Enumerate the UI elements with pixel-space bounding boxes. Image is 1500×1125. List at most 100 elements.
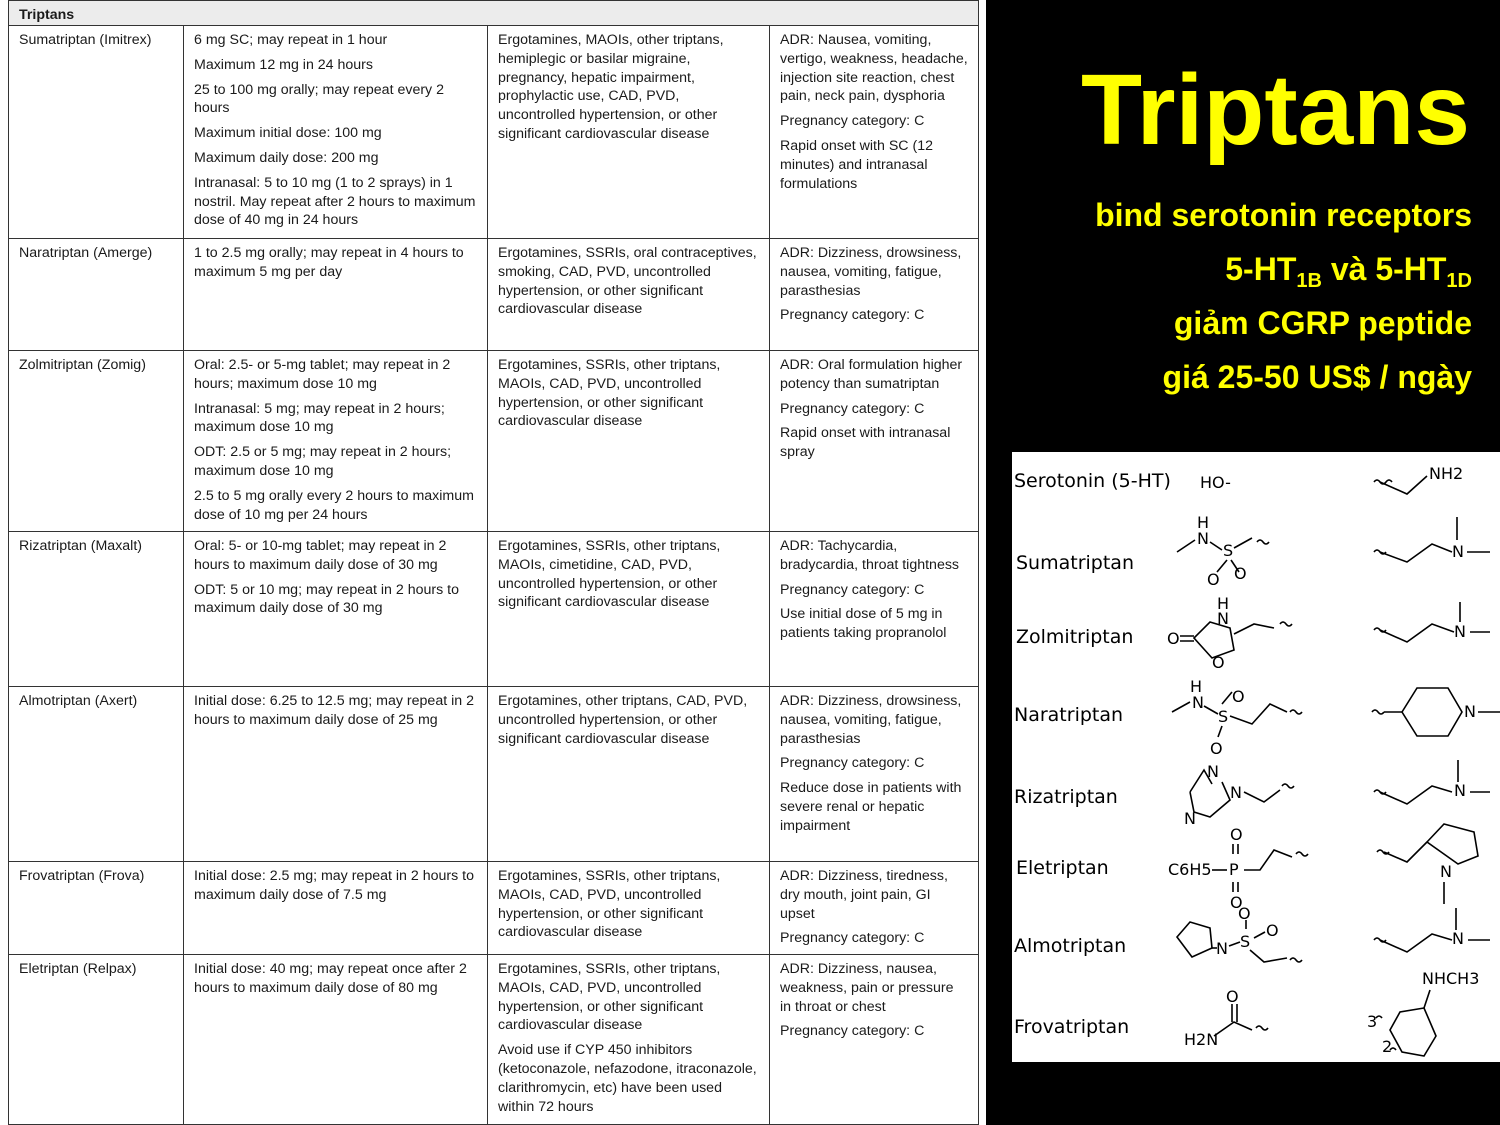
notes-item: Use initial dose of 5 mg in patients tak…: [780, 606, 947, 642]
contraindications-cell: Ergotamines, other triptans, CAD, PVD, u…: [487, 686, 770, 862]
svg-text:P: P: [1229, 860, 1239, 879]
svg-text:O: O: [1226, 987, 1239, 1006]
contraindications-cell: Ergotamines, MAOIs, other triptans, hemi…: [487, 25, 770, 239]
dosing-item: Oral: 5- or 10-mg tablet; may repeat in …: [194, 538, 447, 573]
rizatriptan-sidechain: N: [1373, 760, 1490, 805]
almotriptan-sidechain: N: [1373, 908, 1490, 953]
svg-text:N: N: [1440, 862, 1452, 881]
subtitle-line-1: bind serotonin receptors: [1095, 197, 1472, 233]
slide-subtitle: bind serotonin receptors 5-HT1B và 5-HT1…: [1095, 188, 1472, 404]
table-row: Almotriptan (Axert) Initial dose: 6.25 to…: [8, 686, 979, 862]
contraindications-cell: Ergotamines, SSRIs, other triptans, MAOI…: [487, 954, 770, 1125]
notes-item: ADR: Nausea, vomiting, vertigo, weakness…: [780, 32, 968, 105]
notes-item: ADR: Dizziness, drowsiness, nausea, vomi…: [780, 245, 962, 299]
drug-name-cell: Eletriptan (Relpax): [8, 954, 184, 1125]
notes-cell: ADR: Nausea, vomiting, vertigo, weakness…: [769, 25, 979, 239]
dosing-item: Maximum daily dose: 200 mg: [194, 149, 379, 166]
notes-item: Pregnancy category: C: [780, 400, 925, 417]
table-row: Naratriptan (Amerge) 1 to 2.5 mg orally; …: [8, 238, 979, 351]
svg-text:N: N: [1452, 929, 1464, 948]
drug-name-cell: Zolmitriptan (Zomig): [8, 350, 184, 532]
table-header: Triptans: [8, 0, 979, 26]
structure-name-zolmitriptan: Zolmitriptan: [1016, 626, 1134, 648]
svg-text:O: O: [1234, 564, 1247, 583]
eletriptan-phosphonyl: C6H5 P O O: [1168, 825, 1309, 912]
svg-text:O: O: [1232, 687, 1245, 706]
notes-item: Pregnancy category: C: [780, 581, 925, 598]
drug-name: Frovatriptan (Frova): [19, 868, 145, 884]
structure-name-frovatriptan: Frovatriptan: [1014, 1016, 1130, 1038]
naratriptan-sulfonamide: N H S O O: [1171, 677, 1303, 758]
svg-text:O: O: [1266, 921, 1279, 940]
receptor-b-sub: 1D: [1446, 270, 1472, 292]
contraindications-item: Ergotamines, SSRIs, oral contraceptives,…: [498, 245, 757, 318]
svg-text:O: O: [1167, 629, 1180, 648]
almotriptan-pyrrolidine-sulfonyl: N S O O: [1175, 904, 1303, 963]
notes-cell: ADR: Oral formulation higher potency tha…: [769, 350, 979, 532]
dosing-item: Initial dose: 40 mg; may repeat once aft…: [194, 961, 467, 996]
svg-text:N: N: [1454, 622, 1466, 641]
notes-item: Pregnancy category: C: [780, 755, 925, 772]
svg-text:S: S: [1240, 932, 1250, 951]
dosing-cell: Oral: 2.5- or 5-mg tablet; may repeat in…: [183, 350, 488, 532]
dosing-item: Initial dose: 6.25 to 12.5 mg; may repea…: [194, 693, 474, 728]
svg-text:N: N: [1207, 762, 1219, 781]
notes-cell: ADR: Dizziness, tiredness, dry mouth, jo…: [769, 861, 979, 955]
svg-text:H: H: [1217, 594, 1229, 613]
dosing-cell: Oral: 5- or 10-mg tablet; may repeat in …: [183, 531, 488, 687]
svg-text:N: N: [1464, 702, 1476, 721]
notes-item: Rapid onset with SC (12 minutes) and int…: [780, 137, 933, 192]
drug-name-cell: Rizatriptan (Maxalt): [8, 531, 184, 687]
frovatriptan-cyclohexyl: NHCH3 3 2: [1367, 969, 1479, 1057]
structure-name-naratriptan: Naratriptan: [1014, 704, 1124, 726]
dosing-cell: 1 to 2.5 mg orally; may repeat in 4 hour…: [183, 238, 488, 351]
eletriptan-pyrrolidine: N: [1376, 823, 1479, 904]
svg-text:N: N: [1184, 809, 1196, 828]
dosing-item: ODT: 5 or 10 mg; may repeat in 2 hours t…: [194, 581, 459, 617]
contraindications-cell: Ergotamines, SSRIs, other triptans, MAOI…: [487, 350, 770, 532]
sumatriptan-sidechain: N: [1373, 517, 1490, 563]
table-header-row: Triptans: [8, 0, 979, 26]
drug-name-cell: Frovatriptan (Frova): [8, 861, 184, 955]
chemical-structures-drawing: NH2 N H S O O N O H N O: [1167, 464, 1500, 1057]
drug-name: Eletriptan (Relpax): [19, 961, 137, 977]
table-row: Eletriptan (Relpax) Initial dose: 40 mg; …: [8, 954, 979, 1125]
dosing-cell: Initial dose: 2.5 mg; may repeat in 2 ho…: [183, 861, 488, 955]
dosing-item: 1 to 2.5 mg orally; may repeat in 4 hour…: [194, 245, 464, 280]
svg-text:N: N: [1197, 529, 1209, 548]
dosing-item: Initial dose: 2.5 mg; may repeat in 2 ho…: [194, 868, 474, 903]
serotonin-sidechain: NH2: [1373, 464, 1463, 495]
svg-text:N: N: [1452, 542, 1464, 561]
subtitle-line-2: 5-HT1B và 5-HT1D: [1095, 242, 1472, 296]
svg-text:H: H: [1190, 677, 1202, 696]
frovatriptan-amide: H2N O: [1184, 987, 1269, 1049]
dosing-item: Maximum 12 mg in 24 hours: [194, 56, 373, 73]
dosing-item: ODT: 2.5 or 5 mg; may repeat in 2 hours;…: [194, 444, 452, 479]
svg-text:O: O: [1207, 570, 1220, 589]
svg-text:S: S: [1218, 707, 1228, 726]
notes-item: ADR: Dizziness, tiredness, dry mouth, jo…: [780, 868, 948, 922]
notes-item: ADR: Dizziness, nausea, weakness, pain o…: [780, 961, 954, 1015]
dosing-item: Oral: 2.5- or 5-mg tablet; may repeat in…: [194, 357, 451, 392]
sumatriptan-sulfonamide: N H S O O: [1176, 513, 1270, 589]
table-row: Rizatriptan (Maxalt) Oral: 5- or 10-mg ta…: [8, 531, 979, 687]
svg-text:H2N: H2N: [1184, 1030, 1218, 1049]
drug-name-cell: Sumatriptan (Imitrex): [8, 25, 184, 239]
drug-name-cell: Naratriptan (Amerge): [8, 238, 184, 351]
svg-text:N: N: [1192, 693, 1204, 712]
svg-text:N: N: [1217, 609, 1229, 628]
svg-text:NH2: NH2: [1429, 464, 1463, 483]
contraindications-item: Ergotamines, SSRIs, other triptans, MAOI…: [498, 538, 721, 611]
contraindications-cell: Ergotamines, SSRIs, other triptans, MAOI…: [487, 861, 770, 955]
table-row: Sumatriptan (Imitrex) 6 mg SC; may repeat…: [8, 25, 979, 239]
svg-text:3: 3: [1367, 1012, 1377, 1031]
svg-text:O: O: [1238, 904, 1251, 923]
notes-item: Pregnancy category: C: [780, 113, 925, 130]
zolmitriptan-oxazolidinone: O H N O: [1167, 594, 1293, 672]
notes-item: ADR: Oral formulation higher potency tha…: [780, 357, 963, 392]
structure-name-rizatriptan: Rizatriptan: [1014, 786, 1118, 808]
receptor-a: 5-HT: [1225, 251, 1297, 287]
svg-text:O: O: [1230, 893, 1243, 912]
contraindications-cell: Ergotamines, SSRIs, oral contraceptives,…: [487, 238, 770, 351]
drug-name: Zolmitriptan (Zomig): [19, 357, 146, 373]
